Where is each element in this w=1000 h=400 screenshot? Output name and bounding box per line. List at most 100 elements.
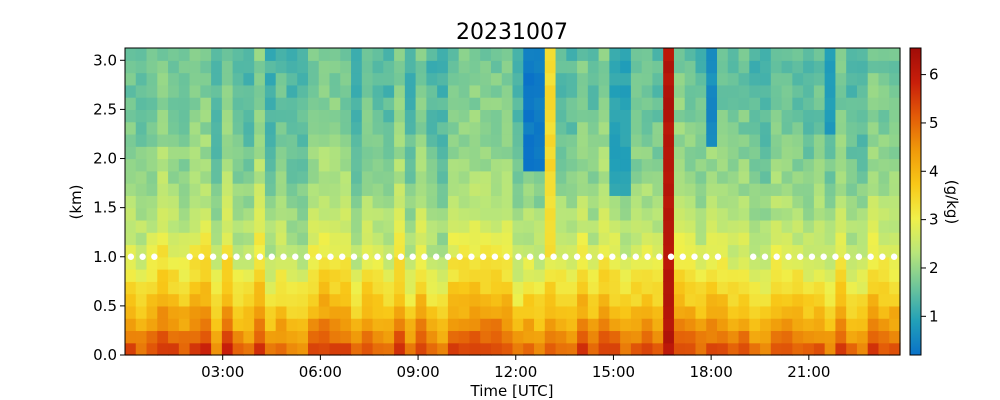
- heatmap-cell: [297, 60, 309, 74]
- heatmap-cell: [189, 232, 201, 246]
- heatmap-cell: [404, 256, 417, 270]
- heatmap-cell: [351, 318, 363, 332]
- heatmap-cell: [652, 146, 664, 160]
- heatmap-cell: [749, 318, 761, 332]
- heatmap-cell: [813, 121, 826, 135]
- heatmap-cell: [221, 330, 234, 344]
- heatmap-cell: [437, 158, 449, 172]
- heatmap-cell: [587, 72, 600, 86]
- heatmap-cell: [555, 219, 567, 233]
- heatmap-cell: [275, 60, 288, 74]
- heatmap-cell: [178, 158, 191, 172]
- heatmap-cell: [609, 318, 621, 332]
- heatmap-cell: [534, 244, 546, 258]
- heatmap-cell: [544, 109, 557, 123]
- heatmap-cell: [673, 342, 686, 356]
- colorbar: [909, 47, 922, 356]
- heatmap-cell: [168, 72, 180, 86]
- heatmap-cell: [684, 232, 697, 246]
- heatmap-cell: [480, 195, 492, 209]
- heatmap-cell: [394, 293, 406, 307]
- heatmap-cell: [695, 195, 707, 209]
- heatmap-cell: [781, 256, 793, 270]
- heatmap-cell: [146, 97, 158, 110]
- heatmap-cell: [523, 158, 535, 172]
- heatmap-cell: [135, 195, 148, 209]
- heatmap-cell: [490, 146, 503, 160]
- heatmap-cell: [157, 84, 169, 98]
- altitude-marker: [292, 253, 299, 260]
- heatmap-cell: [297, 293, 309, 307]
- heatmap-cell: [490, 121, 503, 135]
- heatmap-cell: [695, 158, 707, 172]
- heatmap-cell: [221, 293, 234, 307]
- heatmap-cell: [566, 342, 578, 356]
- heatmap-cell: [178, 256, 191, 270]
- heatmap-cell: [663, 269, 675, 282]
- altitude-marker: [479, 253, 487, 260]
- heatmap-cell: [856, 219, 869, 233]
- heatmap-cell: [447, 146, 460, 160]
- heatmap-cell: [125, 330, 137, 344]
- heatmap-cell: [254, 109, 266, 123]
- heatmap-cell: [157, 48, 169, 61]
- heatmap-cell: [534, 269, 546, 282]
- heatmap-cell: [727, 170, 740, 184]
- heatmap-cell: [641, 342, 654, 356]
- heatmap-cell: [125, 244, 137, 258]
- heatmap-cell: [286, 84, 298, 98]
- heatmap-cell: [587, 170, 600, 184]
- heatmap-cell: [620, 84, 632, 98]
- heatmap-cell: [770, 84, 783, 98]
- heatmap-cell: [566, 158, 578, 172]
- heatmap-cell: [684, 170, 697, 184]
- heatmap-cell: [555, 84, 567, 98]
- heatmap-cell: [577, 318, 589, 332]
- heatmap-cell: [566, 195, 578, 209]
- heatmap-cell: [727, 60, 740, 74]
- heatmap-cell: [394, 60, 406, 74]
- heatmap-cell: [813, 60, 826, 74]
- heatmap-cell: [566, 72, 578, 86]
- heatmap-cell: [404, 170, 417, 184]
- heatmap-cell: [706, 195, 718, 209]
- heatmap-cell: [803, 133, 815, 147]
- altitude-marker: [303, 253, 311, 260]
- heatmap-cell: [157, 281, 169, 295]
- heatmap-cell: [394, 158, 406, 172]
- heatmap-cell: [480, 170, 492, 184]
- heatmap-cell: [630, 269, 643, 282]
- heatmap-cell: [329, 207, 341, 221]
- heatmap-cell: [695, 256, 707, 270]
- heatmap-cell: [760, 293, 772, 307]
- heatmap-cell: [200, 48, 212, 61]
- heatmap-cell: [738, 183, 750, 196]
- heatmap-cell: [200, 97, 212, 110]
- altitude-marker: [503, 253, 510, 260]
- altitude-markers: [127, 253, 898, 260]
- heatmap-cell: [856, 60, 869, 74]
- heatmap-cell: [340, 232, 352, 246]
- heatmap-cell: [781, 293, 793, 307]
- heatmap-cell: [254, 133, 266, 147]
- altitude-marker: [691, 253, 698, 260]
- heatmap-cell: [458, 207, 471, 221]
- heatmap-cell: [673, 256, 686, 270]
- heatmap-cell: [501, 269, 514, 282]
- heatmap-cell: [232, 281, 244, 295]
- heatmap-cell: [889, 207, 901, 221]
- heatmap-cell: [760, 195, 772, 209]
- heatmap-cell: [781, 232, 793, 246]
- heatmap-cell: [717, 183, 729, 196]
- heatmap-cell: [297, 281, 309, 295]
- heatmap-cell: [781, 269, 793, 282]
- heatmap-cell: [684, 305, 697, 319]
- heatmap-cell: [813, 48, 826, 61]
- heatmap-cell: [846, 318, 858, 332]
- heatmap-cell: [340, 133, 352, 147]
- heatmap-cell: [792, 170, 804, 184]
- heatmap-cell: [178, 330, 191, 344]
- heatmap-cell: [275, 342, 288, 356]
- heatmap-cell: [254, 183, 266, 196]
- heatmap-cell: [426, 121, 438, 135]
